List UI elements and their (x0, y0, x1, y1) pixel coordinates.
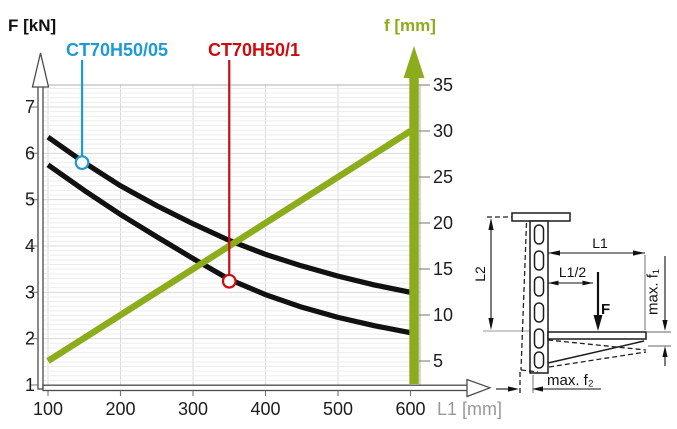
l2-dimension-label: L2 (472, 266, 488, 282)
deflected-arm-dashed (547, 339, 647, 351)
callout-marker (74, 155, 90, 171)
deflected-brace-dashed (548, 351, 647, 368)
deflection-axis-arrow (403, 46, 425, 384)
right-axis-tick-label: 5 (433, 351, 443, 371)
length-axis-arrow (42, 378, 492, 398)
left-axis-tick-label: 3 (25, 282, 35, 302)
left-axis-tick-label: 4 (25, 236, 35, 256)
left-axis-tick-label: 6 (25, 143, 35, 163)
deflected-upright-base-dashed (520, 369, 539, 373)
x-axis-tick-label: 200 (105, 399, 135, 419)
length-axis-arrowhead (466, 378, 492, 398)
left-axis-tick-label: 2 (25, 329, 35, 349)
max-f1-label: max. f₁ (645, 269, 662, 315)
deflected-upright-dashed (520, 222, 528, 371)
force-axis-arrow (31, 52, 50, 390)
axis-ticks: 1 2 3 4 5 6 7 100 200 300 400 500 600 5 10 15 20 25 30 35 (25, 75, 453, 419)
channel-slot (533, 276, 545, 297)
force-label: F (601, 301, 610, 318)
right-axis-tick-label: 35 (433, 75, 453, 95)
x-axis-tick-label: 600 (395, 399, 425, 419)
channel-slot (533, 351, 545, 369)
x-axis-tick-label: 300 (178, 399, 208, 419)
chart-gridlines (43, 85, 420, 386)
left-axis-tick-label: 7 (25, 97, 35, 117)
right-axis-tick-label: 25 (433, 167, 453, 187)
bracket-arm (547, 331, 647, 340)
l1-half-dimension-label: L1/2 (559, 264, 586, 280)
callout-marker (221, 273, 237, 289)
callout-label: CT70H50/05 (66, 40, 168, 60)
x-axis-tick-label: 400 (250, 399, 280, 419)
force-axis-shaft (37, 85, 44, 390)
bracket-brace (547, 340, 645, 364)
force-axis-arrowhead (31, 52, 50, 88)
callout-label: CT70H50/1 (208, 40, 300, 60)
x-axis-tick-label: 100 (33, 399, 63, 419)
dim-max-f2 (496, 386, 601, 392)
right-axis-tick-label: 30 (433, 121, 453, 141)
force-arrow (593, 272, 603, 331)
right-axis-tick-label: 10 (433, 305, 453, 325)
deflection-axis-shaft (409, 74, 419, 384)
channel-slot (533, 302, 545, 323)
channel-slot (533, 328, 545, 349)
bracket-deflection-diagram: L1 L1/2 L2 F max. f₁ max. f₂ (472, 212, 671, 393)
dim-max-f1 (662, 256, 668, 366)
dim-l1 (548, 250, 645, 256)
length-axis-shaft (42, 384, 469, 392)
curve-callouts: CT70H50/05 CT70H50/1 (66, 40, 300, 289)
channel-slot (533, 224, 545, 245)
channel-slot (533, 250, 545, 271)
l1-dimension-label: L1 (592, 235, 608, 251)
right-axis-title: f [mm] (384, 16, 436, 35)
x-axis-tick-label: 500 (323, 399, 353, 419)
right-axis-tick-label: 15 (433, 259, 453, 279)
wall-flange (511, 212, 571, 222)
x-axis-title: L1 [mm] (437, 399, 502, 419)
max-f2-label: max. f₂ (547, 372, 594, 389)
right-axis-tick-label: 20 (433, 213, 453, 233)
dim-l2 (488, 218, 494, 330)
deflection-axis-arrowhead (403, 46, 425, 78)
left-axis-tick-label: 5 (25, 190, 35, 210)
left-axis-title: F [kN] (8, 16, 56, 35)
left-axis-tick-label: 1 (25, 375, 35, 395)
dim-l1-half (548, 280, 593, 286)
